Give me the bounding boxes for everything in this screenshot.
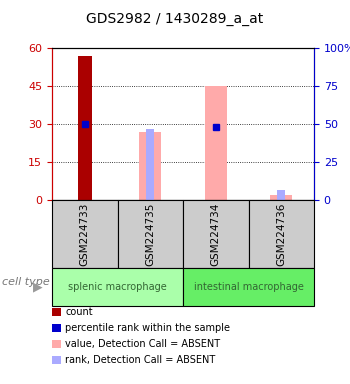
Text: rank, Detection Call = ABSENT: rank, Detection Call = ABSENT (65, 355, 215, 365)
Bar (205, 86, 227, 200)
Bar (270, 195, 292, 200)
Bar (139, 132, 161, 200)
Text: cell type: cell type (2, 277, 50, 287)
Text: GSM224733: GSM224733 (80, 202, 90, 266)
Text: GSM224734: GSM224734 (211, 202, 221, 266)
Text: GDS2982 / 1430289_a_at: GDS2982 / 1430289_a_at (86, 12, 264, 26)
Text: count: count (65, 307, 93, 317)
Text: percentile rank within the sample: percentile rank within the sample (65, 323, 230, 333)
Bar (78, 56, 92, 200)
Text: value, Detection Call = ABSENT: value, Detection Call = ABSENT (65, 339, 220, 349)
Text: intestinal macrophage: intestinal macrophage (194, 282, 303, 292)
Bar (277, 190, 286, 200)
Bar (146, 129, 154, 200)
Text: ▶: ▶ (33, 280, 43, 293)
Text: GSM224735: GSM224735 (145, 202, 155, 266)
Text: GSM224736: GSM224736 (276, 202, 286, 266)
Text: splenic macrophage: splenic macrophage (68, 282, 167, 292)
